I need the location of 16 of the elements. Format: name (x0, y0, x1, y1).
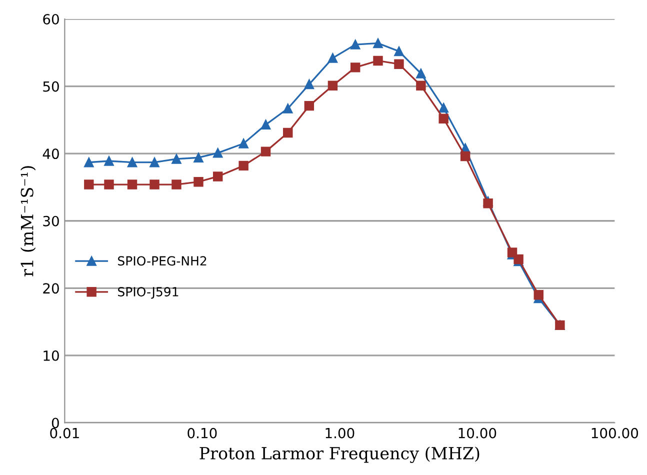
y-tick-label: 0 (52, 418, 59, 428)
x-tick-label: 100.00 (592, 428, 638, 438)
x-axis-title: Proton Larmor Frequency (MHZ) (200, 446, 480, 463)
y-tick-label: 50 (43, 81, 59, 92)
x-tick-label: 1.00 (326, 428, 354, 438)
y-tick-label: 20 (43, 283, 59, 294)
x-tick-label: 0.10 (188, 428, 217, 438)
y-tick-label: 10 (44, 350, 59, 361)
x-tick-label: 0.01 (50, 428, 79, 438)
x-tick-label: 10.00 (458, 428, 496, 438)
y-axis-title: r1 (mM⁻¹S⁻¹) (20, 166, 36, 276)
legend-label: SPIO-J591 (118, 286, 178, 299)
y-tick-label: 40 (42, 148, 59, 160)
legend-label: SPIO-PEG-NH2 (118, 256, 206, 266)
y-tick-label: 60 (43, 14, 59, 24)
y-tick-label: 30 (43, 216, 59, 226)
